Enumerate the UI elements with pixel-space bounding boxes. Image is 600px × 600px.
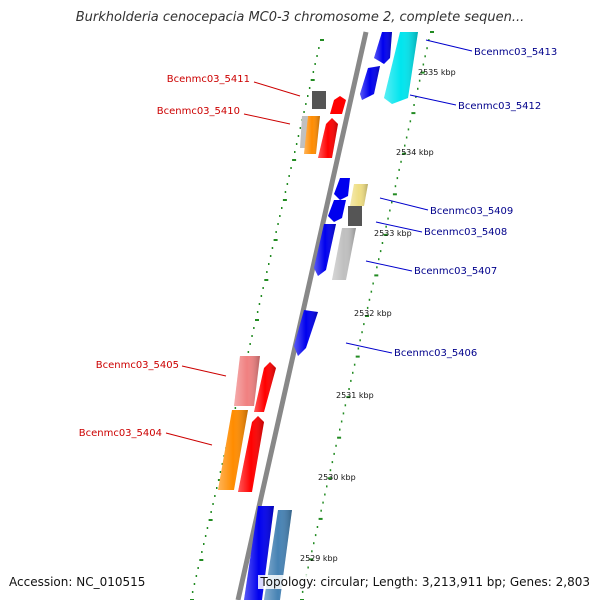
backbone-line xyxy=(235,31,369,600)
gene-label-5408[interactable]: Bcenmc03_5408 xyxy=(424,227,507,238)
gene-bcenmc03-5407[interactable] xyxy=(314,224,356,280)
gene-label-5407[interactable]: Bcenmc03_5407 xyxy=(414,266,497,277)
kbp-label-2534: 2534 kbp xyxy=(396,148,434,157)
kbp-labels: 2535 kbp 2534 kbp 2533 kbp 2532 kbp 2531… xyxy=(300,68,456,563)
gene-label-5406[interactable]: Bcenmc03_5406 xyxy=(394,348,477,359)
kbp-label-2535: 2535 kbp xyxy=(418,68,456,77)
gene-bcenmc03-5410[interactable] xyxy=(300,116,338,158)
gene-labels: Bcenmc03_5413 Bcenmc03_5412 Bcenmc03_541… xyxy=(79,47,558,439)
accession-label: Accession: NC_010515 xyxy=(9,575,146,589)
topology-label: Topology: circular; Length: 3,213,911 bp… xyxy=(258,575,590,589)
gene-bcenmc03-5406[interactable] xyxy=(294,310,318,356)
gene-label-5410[interactable]: Bcenmc03_5410 xyxy=(157,106,240,117)
gene-bcenmc03-5409[interactable] xyxy=(334,178,368,206)
gene-label-5409[interactable]: Bcenmc03_5409 xyxy=(430,206,513,217)
kbp-label-2530: 2530 kbp xyxy=(318,473,356,482)
gene-label-5404[interactable]: Bcenmc03_5404 xyxy=(79,428,162,439)
kbp-label-2532: 2532 kbp xyxy=(354,309,392,318)
kbp-label-2533: 2533 kbp xyxy=(374,229,412,238)
gene-bcenmc03-5405[interactable] xyxy=(234,356,276,412)
gene-bcenmc03-5412[interactable] xyxy=(360,66,380,100)
gene-bcenmc03-5404[interactable] xyxy=(218,410,264,492)
gene-label-5413[interactable]: Bcenmc03_5413 xyxy=(474,47,557,58)
kbp-label-2529: 2529 kbp xyxy=(300,554,338,563)
gene-label-5412[interactable]: Bcenmc03_5412 xyxy=(458,101,541,112)
tick-rows xyxy=(190,31,434,600)
gene-label-5411[interactable]: Bcenmc03_5411 xyxy=(167,74,250,85)
map-title: Burkholderia cenocepacia MC0-3 chromosom… xyxy=(75,10,525,25)
leader-lines xyxy=(165,39,473,446)
gene-bcenmc03-5413[interactable] xyxy=(374,32,418,104)
kbp-label-2531: 2531 kbp xyxy=(336,391,374,400)
gene-label-5405[interactable]: Bcenmc03_5405 xyxy=(96,360,179,371)
gene-bcenmc03-5408[interactable] xyxy=(328,200,362,226)
gene-bcenmc03-5411[interactable] xyxy=(312,91,346,114)
